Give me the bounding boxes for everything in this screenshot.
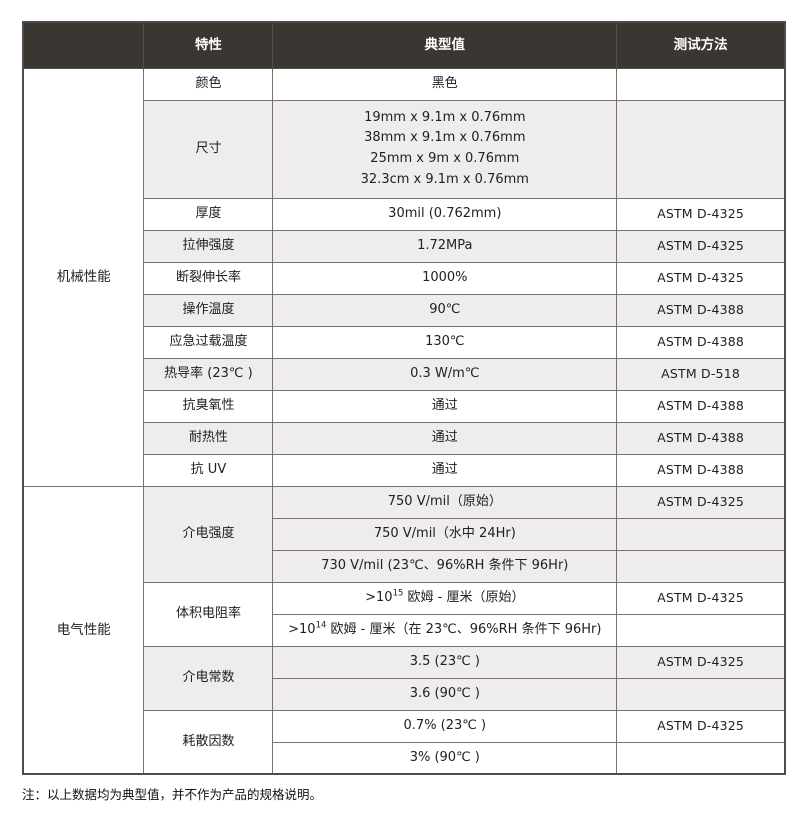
- method-cell: ASTM D-518: [616, 357, 786, 391]
- group-cell-electrical: 电气性能: [22, 485, 145, 775]
- table-row: 耐热性 通过 ASTM D-4388: [23, 421, 786, 455]
- table-row: 机械性能 颜色 黑色: [22, 67, 786, 487]
- method-cell: ASTM D-4325: [616, 485, 786, 519]
- value-text: 欧姆 - 厘米（原始）: [403, 590, 525, 606]
- method-cell: [616, 677, 786, 711]
- value-cell: 通过: [272, 389, 618, 423]
- table-row: 厚度 30mil (0.762mm) ASTM D-4325: [23, 197, 786, 231]
- method-cell: ASTM D-4388: [616, 421, 786, 455]
- method-cell: ASTM D-4388: [616, 453, 786, 487]
- value-cell: 750 V/mil（原始）: [272, 485, 618, 519]
- feature-cell: 操作温度: [143, 293, 274, 327]
- value-cell: 通过: [272, 453, 618, 487]
- value-cell: 730 V/mil (23℃、96%RH 条件下 96Hr): [272, 549, 618, 583]
- table-row: 3% (90℃ ): [23, 741, 786, 775]
- value-cell: 3.6 (90℃ ): [272, 677, 618, 711]
- value-cell: 1.72MPa: [272, 229, 618, 263]
- method-cell: ASTM D-4325: [616, 197, 786, 231]
- method-cell: ASTM D-4325: [616, 229, 786, 263]
- feature-cell: 厚度: [143, 197, 274, 231]
- value-cell: 19mm x 9.1m x 0.76mm 38mm x 9.1m x 0.76m…: [272, 99, 618, 199]
- value-cell: 3% (90℃ ): [272, 741, 618, 775]
- feature-cell: 尺寸: [143, 99, 274, 199]
- table-row: 拉伸强度 1.72MPa ASTM D-4325: [23, 229, 786, 263]
- feature-cell: 介电强度: [143, 485, 274, 583]
- value-cell: 1000%: [272, 261, 618, 295]
- method-cell: [616, 99, 786, 199]
- table-row: >1014 欧姆 - 厘米（在 23℃、96%RH 条件下 96Hr): [23, 613, 786, 647]
- table-row: 电气性能 介电强度 750 V/mil（原始） ASTM D-4325: [22, 485, 786, 775]
- feature-cell: 拉伸强度: [143, 229, 274, 263]
- header-cell-empty: [22, 21, 145, 69]
- value-cell: 90℃: [272, 293, 618, 327]
- header-cell-typical: 典型值: [272, 21, 618, 69]
- table-row: 750 V/mil（水中 24Hr): [23, 517, 786, 551]
- value-cell: 0.3 W/m℃: [272, 357, 618, 391]
- feature-cell: 抗臭氧性: [143, 389, 274, 423]
- method-cell: ASTM D-4325: [616, 581, 786, 615]
- table-row: 应急过载温度 130℃ ASTM D-4388: [23, 325, 786, 359]
- table-row: 3.6 (90℃ ): [23, 677, 786, 711]
- table-row: 操作温度 90℃ ASTM D-4388: [23, 293, 786, 327]
- value-text: >10: [365, 590, 393, 606]
- method-cell: [616, 67, 786, 101]
- feature-cell: 抗 UV: [143, 453, 274, 487]
- feature-cell: 断裂伸长率: [143, 261, 274, 295]
- exponent-text: 14: [315, 621, 327, 632]
- value-text: >10: [288, 622, 316, 638]
- feature-cell: 热导率 (23℃ ): [143, 357, 274, 391]
- table-row: 热导率 (23℃ ) 0.3 W/m℃ ASTM D-518: [23, 357, 786, 391]
- table-header-row: 特性 典型值 测试方法: [22, 21, 786, 69]
- value-cell: 0.7% (23℃ ): [272, 709, 618, 743]
- value-cell: 黑色: [272, 67, 618, 101]
- feature-cell: 耐热性: [143, 421, 274, 455]
- method-cell: ASTM D-4325: [616, 709, 786, 743]
- method-cell: ASTM D-4388: [616, 293, 786, 327]
- feature-cell: 耗散因数: [143, 709, 274, 775]
- feature-cell: 应急过载温度: [143, 325, 274, 359]
- value-cell: 130℃: [272, 325, 618, 359]
- method-cell: ASTM D-4388: [616, 389, 786, 423]
- value-cell: 通过: [272, 421, 618, 455]
- method-cell: ASTM D-4325: [616, 261, 786, 295]
- method-cell: [616, 741, 786, 775]
- table-row: 尺寸 19mm x 9.1m x 0.76mm 38mm x 9.1m x 0.…: [23, 99, 786, 199]
- footnote: 注：以上数据均为典型值，并不作为产品的规格说明。: [22, 787, 323, 803]
- method-cell: ASTM D-4388: [616, 325, 786, 359]
- spec-sheet-page: 特性 典型值 测试方法 机械性能 颜色 黑色 尺寸 19mm x 9.1m x …: [0, 21, 800, 823]
- table-row: 体积电阻率 >1015 欧姆 - 厘米（原始） ASTM D-4325: [23, 581, 786, 647]
- value-cell: >1014 欧姆 - 厘米（在 23℃、96%RH 条件下 96Hr): [272, 613, 618, 647]
- method-cell: [616, 613, 786, 647]
- feature-cell: 体积电阻率: [143, 581, 274, 647]
- method-cell: [616, 549, 786, 583]
- header-cell-feature: 特性: [143, 21, 274, 69]
- spec-table: 特性 典型值 测试方法 机械性能 颜色 黑色 尺寸 19mm x 9.1m x …: [22, 21, 786, 776]
- value-text: 欧姆 - 厘米（在 23℃、96%RH 条件下 96Hr): [326, 622, 602, 638]
- value-cell: >1015 欧姆 - 厘米（原始）: [272, 581, 618, 615]
- group-cell-mechanical: 机械性能: [22, 67, 145, 487]
- table-row: 抗臭氧性 通过 ASTM D-4388: [23, 389, 786, 423]
- header-cell-method: 测试方法: [616, 21, 786, 69]
- value-cell: 30mil (0.762mm): [272, 197, 618, 231]
- method-cell: ASTM D-4325: [616, 645, 786, 679]
- feature-cell: 介电常数: [143, 645, 274, 711]
- table-row: 730 V/mil (23℃、96%RH 条件下 96Hr): [23, 549, 786, 583]
- value-cell: 3.5 (23℃ ): [272, 645, 618, 679]
- feature-cell: 颜色: [143, 67, 274, 101]
- exponent-text: 15: [392, 589, 404, 600]
- table-row: 抗 UV 通过 ASTM D-4388: [23, 453, 786, 487]
- value-cell: 750 V/mil（水中 24Hr): [272, 517, 618, 551]
- method-cell: [616, 517, 786, 551]
